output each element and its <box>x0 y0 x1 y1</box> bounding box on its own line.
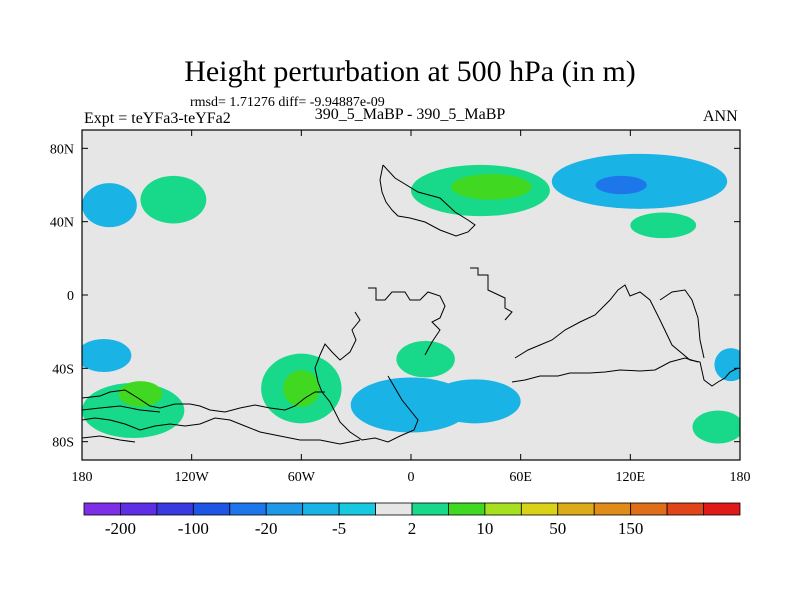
colorbar-label: 150 <box>618 519 644 538</box>
anomaly-region <box>118 381 163 407</box>
y-tick-label: 40N <box>50 216 74 231</box>
y-tick-label: 0 <box>67 289 74 304</box>
x-tick-label: 120W <box>175 470 210 485</box>
anomaly-region <box>451 174 532 200</box>
colorbar-swatch <box>229 502 267 516</box>
colorbar-swatch <box>703 502 741 516</box>
colorbar-swatch <box>83 502 121 516</box>
colorbar-swatch <box>448 502 486 516</box>
coastline-segment <box>368 287 446 356</box>
coastline-segment <box>82 389 325 413</box>
colorbar: -200 -100 -20 -5 2 10 50 150 <box>83 502 741 538</box>
continent-outlines <box>82 164 739 445</box>
coastline-segment <box>82 417 361 445</box>
colorbar-swatch <box>338 502 376 516</box>
anomaly-region <box>429 379 521 424</box>
y-tick-label: 80S <box>52 436 74 451</box>
anomaly-region <box>595 175 647 195</box>
colorbar-swatch <box>593 502 632 516</box>
coastline-segment <box>511 357 699 383</box>
colorbar-swatch <box>411 502 449 516</box>
colorbar-label: 10 <box>476 519 493 538</box>
x-tick-label: 60E <box>509 470 532 485</box>
colorbar-label: 50 <box>549 519 566 538</box>
colorbar-swatch <box>630 502 668 516</box>
coastline-segment <box>82 405 161 413</box>
x-tick-label: 60W <box>288 470 316 485</box>
axis-ticks: 180 120W 60W 0 60E 120E 180 80N 40N 0 40S 80S <box>50 130 751 485</box>
chart-title: Height perturbation at 500 hPa (in m) <box>184 55 636 88</box>
colorbar-label: 2 <box>408 519 417 538</box>
colorbar-label: -20 <box>255 519 278 538</box>
y-tick-label: 80N <box>50 142 74 157</box>
y-tick-label: 40S <box>52 362 74 377</box>
coastline-segment <box>659 289 705 359</box>
season-label: ANN <box>703 108 738 125</box>
colorbar-swatch <box>265 502 304 516</box>
experiment-label: Expt = teYFa3-teYFa2 <box>84 110 231 127</box>
anomaly-regions <box>82 153 740 444</box>
colorbar-swatch <box>120 502 158 516</box>
colorbar-swatch <box>375 502 413 516</box>
x-tick-label: 120E <box>616 470 646 485</box>
colorbar-swatch <box>302 502 340 516</box>
colorbar-swatch <box>156 502 194 516</box>
colorbar-label: -100 <box>178 519 209 538</box>
case-label: 390_5_MaBP - 390_5_MaBP <box>314 106 506 123</box>
colorbar-swatch <box>520 502 559 516</box>
colorbar-swatch <box>557 502 595 516</box>
colorbar-label: -200 <box>105 519 136 538</box>
colorbar-label: -5 <box>332 519 346 538</box>
anomaly-region <box>140 175 207 224</box>
x-tick-label: 180 <box>72 470 93 485</box>
anomaly-region <box>630 212 697 239</box>
colorbar-swatch <box>484 502 522 516</box>
x-tick-label: 0 <box>408 470 415 485</box>
coastline-segment <box>314 311 419 443</box>
anomaly-region <box>283 370 320 407</box>
anomaly-region <box>82 183 137 228</box>
coastline-segment <box>514 284 739 387</box>
coastline-segment <box>470 267 513 321</box>
anomaly-region <box>714 348 740 382</box>
anomaly-region <box>396 340 455 378</box>
coastline-segment <box>379 164 476 237</box>
coastline-segment <box>82 435 136 443</box>
x-tick-label: 180 <box>730 470 751 485</box>
anomaly-region <box>692 410 740 444</box>
colorbar-swatch <box>666 502 704 516</box>
rmsd-stats: rmsd= 1.71276 diff= -9.94887e-09 <box>190 95 385 110</box>
anomaly-region <box>82 339 132 372</box>
colorbar-swatch <box>192 502 231 516</box>
